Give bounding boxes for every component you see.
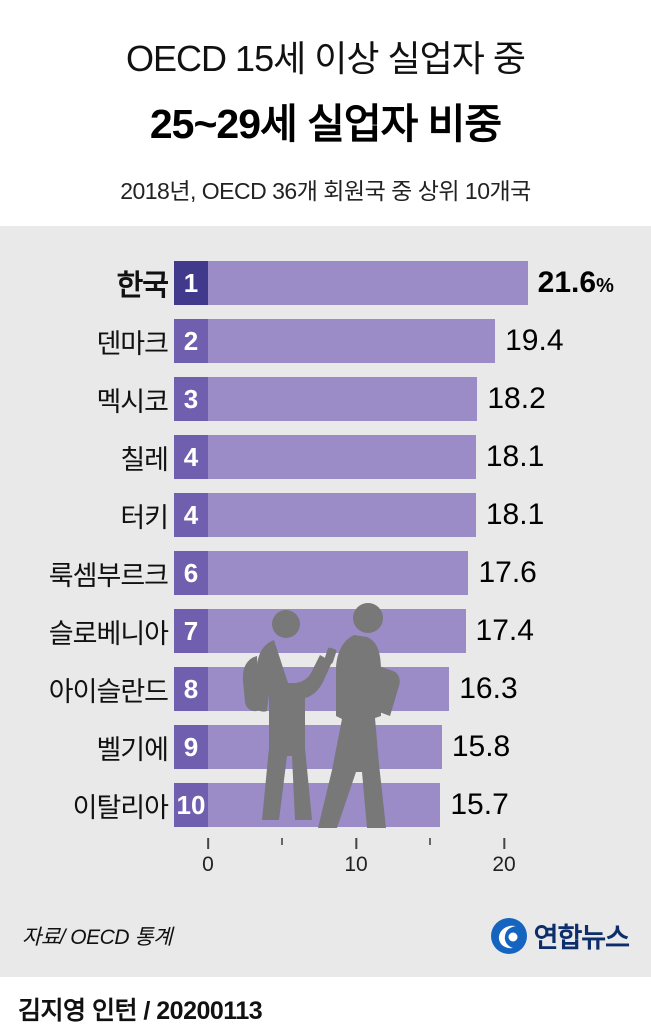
- value-label: 18.1: [485, 440, 545, 473]
- yonhap-logo-icon: [490, 917, 527, 954]
- value-bar: [208, 725, 442, 769]
- x-axis: 0 10 20: [0, 838, 651, 890]
- chart-row: 룩셈부르크 6 17.6: [0, 544, 651, 602]
- rank-badge: 8: [174, 667, 208, 711]
- country-label: 터키: [120, 502, 169, 533]
- x-axis-tick: 20: [492, 838, 516, 877]
- tick-label: 20: [492, 853, 516, 876]
- source-note: 자료/ OECD 통계: [22, 925, 172, 949]
- credits: 김지영 인턴 / 20200113 트위터 @yonhap_graphics 페…: [0, 977, 651, 1031]
- tick-mark: [207, 838, 209, 849]
- rank-badge: 4: [174, 493, 208, 537]
- chart-row: 터키 4 18.1: [0, 486, 651, 544]
- rank-badge: 4: [174, 435, 208, 479]
- value-label: 18.1: [485, 498, 545, 531]
- value-label: 18.2: [487, 382, 546, 415]
- country-label: 아이슬란드: [48, 676, 169, 707]
- chart-row: 벨기에 9 15.8: [0, 718, 651, 776]
- value-label: 21.6%: [537, 266, 614, 299]
- rank-badge: 10: [174, 783, 208, 827]
- value-bar: [208, 551, 469, 595]
- chart-row: 이탈리아 10 15.7: [0, 776, 651, 834]
- chart-row: 아이슬란드 8 16.3: [0, 660, 651, 718]
- country-label: 벨기에: [96, 734, 169, 765]
- tick-mark: [354, 838, 357, 849]
- rank-badge: 1: [174, 261, 208, 305]
- value-bar: [208, 783, 441, 827]
- tick-label: 10: [344, 853, 368, 876]
- bar-chart: 한국 1 21.6% 덴마크 2 19.4 멕시코 3 18.2 칠레 4 18.1 터키 4 18.1 룩셈…: [0, 226, 651, 977]
- percent-sign: %: [596, 275, 614, 297]
- x-axis-tick: 10: [344, 838, 368, 877]
- value-bar: [208, 319, 496, 363]
- country-label: 슬로베니아: [48, 618, 169, 649]
- title-line1: OECD 15세 이상 실업자 중: [126, 38, 526, 79]
- value-label: 15.7: [450, 788, 509, 821]
- yonhap-logo-text: 연합뉴스: [533, 923, 630, 953]
- title-line2: 25~29세 실업자 비중: [149, 101, 502, 147]
- chart-row: 덴마크 2 19.4: [0, 312, 651, 370]
- value-label: 17.6: [478, 556, 537, 589]
- source-row: 자료/ OECD 통계 연합뉴스: [0, 890, 651, 969]
- tick-label: 0: [202, 853, 214, 876]
- chart-row: 칠레 4 18.1: [0, 428, 651, 486]
- x-axis-minor-tick: [429, 838, 431, 845]
- rank-badge: 6: [174, 551, 208, 595]
- rank-badge: 9: [174, 725, 208, 769]
- country-label: 이탈리아: [72, 792, 169, 823]
- country-label: 멕시코: [96, 386, 169, 417]
- value-bar: [208, 261, 528, 305]
- subtitle: 2018년, OECD 36개 회원국 중 상위 10개국: [120, 178, 531, 204]
- rank-badge: 7: [174, 609, 208, 653]
- chart-row: 슬로베니아 7 17.4: [0, 602, 651, 660]
- country-label: 한국: [116, 270, 169, 302]
- value-label: 15.8: [451, 730, 511, 763]
- value-label: 19.4: [505, 324, 564, 357]
- tick-mark: [502, 838, 505, 849]
- country-label: 칠레: [120, 444, 169, 475]
- country-label: 룩셈부르크: [48, 560, 169, 591]
- value-label: 16.3: [459, 672, 518, 705]
- value-label: 17.4: [475, 614, 534, 647]
- yonhap-logo: 연합뉴스: [490, 916, 630, 955]
- value-bar: [208, 435, 476, 479]
- value-bar: [208, 377, 478, 421]
- rank-badge: 3: [174, 377, 208, 421]
- tick-mark: [281, 838, 283, 845]
- credit-line: 김지영 인턴 / 20200113: [18, 997, 263, 1025]
- header: OECD 15세 이상 실업자 중 25~29세 실업자 비중 2018년, O…: [0, 0, 651, 206]
- chart-row: 멕시코 3 18.2: [0, 370, 651, 428]
- country-label: 덴마크: [96, 328, 169, 359]
- chart-rows: 한국 1 21.6% 덴마크 2 19.4 멕시코 3 18.2 칠레 4 18.1 터키 4 18.1 룩셈…: [0, 254, 651, 834]
- x-axis-tick: 0: [202, 838, 214, 877]
- value-bar: [208, 667, 450, 711]
- value-bar: [208, 493, 476, 537]
- chart-row: 한국 1 21.6%: [0, 254, 651, 312]
- x-axis-minor-tick: [281, 838, 283, 845]
- value-bar: [208, 609, 466, 653]
- rank-badge: 2: [174, 319, 208, 363]
- tick-mark: [429, 838, 431, 845]
